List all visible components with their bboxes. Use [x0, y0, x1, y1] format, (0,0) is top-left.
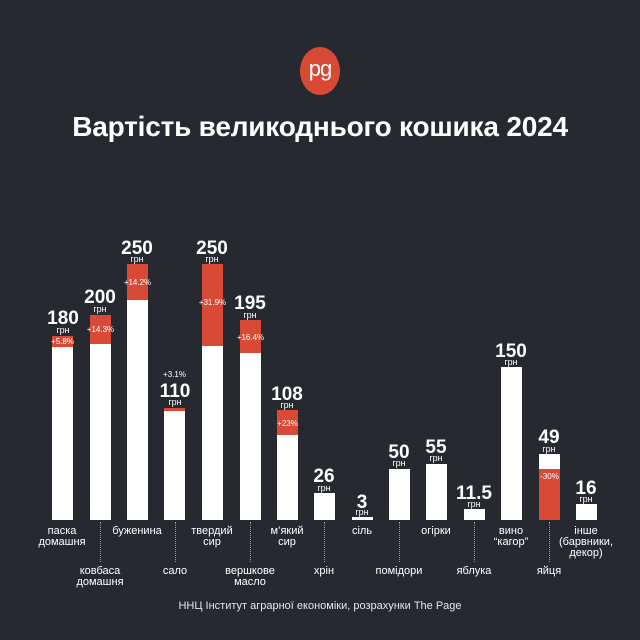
bar-change-label: +31.9% [198, 298, 227, 307]
logo-text: pg [308, 56, 333, 81]
bar-unit: грн [168, 397, 182, 407]
bar-unit: грн [243, 310, 257, 320]
source-note: ННЦ Інститут аграрної економіки, розраху… [178, 600, 462, 612]
bar-label: помідори [375, 565, 423, 577]
bar-value: 250 [121, 238, 153, 259]
bar-tverdyi-syr: +31.9% [199, 264, 226, 520]
bar-change-label: +14.2% [123, 278, 152, 287]
bar-label: буженина [112, 525, 162, 537]
bar-change-label: +5.8% [51, 337, 74, 346]
bar-change-segment [164, 408, 185, 411]
bar-unit: грн [205, 254, 219, 264]
bar-value: 108 [271, 384, 303, 405]
bar-label: вершкове масло [225, 565, 275, 588]
bar-value: 195 [234, 293, 266, 314]
bar-change-label: -30% [540, 472, 559, 481]
bar-unit: грн [392, 458, 406, 468]
bar-vershkove-maslo: +16.4% [237, 320, 264, 520]
label-leader-line [324, 522, 325, 562]
bar-value: 16 [575, 478, 597, 499]
bar-change-segment [90, 315, 111, 344]
bar-kovbasa: +14.3% [87, 315, 114, 520]
bar-change-segment [127, 264, 148, 300]
bar-unit: грн [504, 357, 518, 367]
bar-inshe [576, 504, 597, 520]
bar-paska: +5.8% [51, 336, 74, 520]
bar-label: інше (барвники, декор) [558, 525, 614, 559]
bar-unit: грн [317, 483, 331, 493]
bar-unit: грн [542, 444, 556, 454]
bar-value: 55 [425, 437, 447, 458]
label-leader-line [250, 522, 251, 562]
bar-label: вино “кагор” [493, 525, 529, 548]
bar-label: яблука [456, 565, 492, 577]
bar-value: 50 [388, 442, 410, 463]
label-leader-line [549, 522, 550, 562]
bar-value: 200 [84, 287, 116, 308]
bar-unit: грн [130, 254, 144, 264]
bar-label: хрін [313, 565, 335, 577]
bar-label: твердий сир [191, 525, 233, 548]
bar-yabluka [464, 509, 485, 520]
label-leader-line [175, 522, 176, 562]
bar-label: паска домашня [38, 525, 86, 548]
bar-unit: грн [93, 304, 107, 314]
bar-change-segment [277, 410, 298, 435]
bar-label: м’який сир [270, 525, 304, 548]
bar-unit: грн [280, 400, 294, 410]
label-leader-line [100, 522, 101, 562]
bar-value: 11.5 [456, 483, 492, 504]
bar-miakyi-syr: +23% [277, 410, 298, 520]
bar-value: 180 [47, 308, 79, 329]
bar-change-label: +14.3% [86, 325, 115, 334]
bar-buzhenyna: +14.2% [124, 264, 151, 520]
bar-label: сало [162, 565, 188, 577]
label-leader-line [399, 522, 400, 562]
bar-unit: грн [429, 453, 443, 463]
bar-value: 49 [538, 427, 560, 448]
bar-label: ковбаса домашня [76, 565, 124, 588]
bar-value: 26 [313, 466, 335, 487]
bar-label: огірки [421, 525, 451, 537]
bar-unit: грн [467, 499, 481, 509]
bar-value: 110 [159, 381, 191, 402]
bar-change-segment [240, 320, 261, 353]
bar-label: яйця [536, 565, 562, 577]
bar-change-label: +16.4% [236, 333, 265, 342]
bar-ohirky [426, 464, 447, 520]
bar-unit: грн [579, 494, 593, 504]
bar-sil [352, 517, 373, 520]
bar-unit: грн [355, 507, 369, 517]
bar-yaitsia: -30% [539, 454, 560, 520]
bar-value: 3 [356, 492, 368, 513]
label-leader-line [474, 522, 475, 562]
bar-value: 250 [196, 238, 228, 259]
chart-title: Вартість великоднього кошика 2024 [72, 111, 568, 142]
bar-change-segment [202, 264, 223, 346]
bar-value: 150 [495, 341, 527, 362]
bar-vyno-kahor [501, 367, 522, 520]
bar-label: сіль [351, 525, 373, 537]
page-logo: pg [300, 47, 340, 95]
bar-salo [164, 408, 185, 520]
bar-unit: грн [56, 325, 70, 335]
bar-change-label: +3.1% [163, 370, 186, 379]
bar-change-label: +23% [277, 419, 298, 428]
bar-change-segment [539, 469, 560, 520]
bar-pomidory [389, 469, 410, 520]
bar-change-segment [52, 336, 73, 347]
bar-khrin [314, 493, 335, 520]
